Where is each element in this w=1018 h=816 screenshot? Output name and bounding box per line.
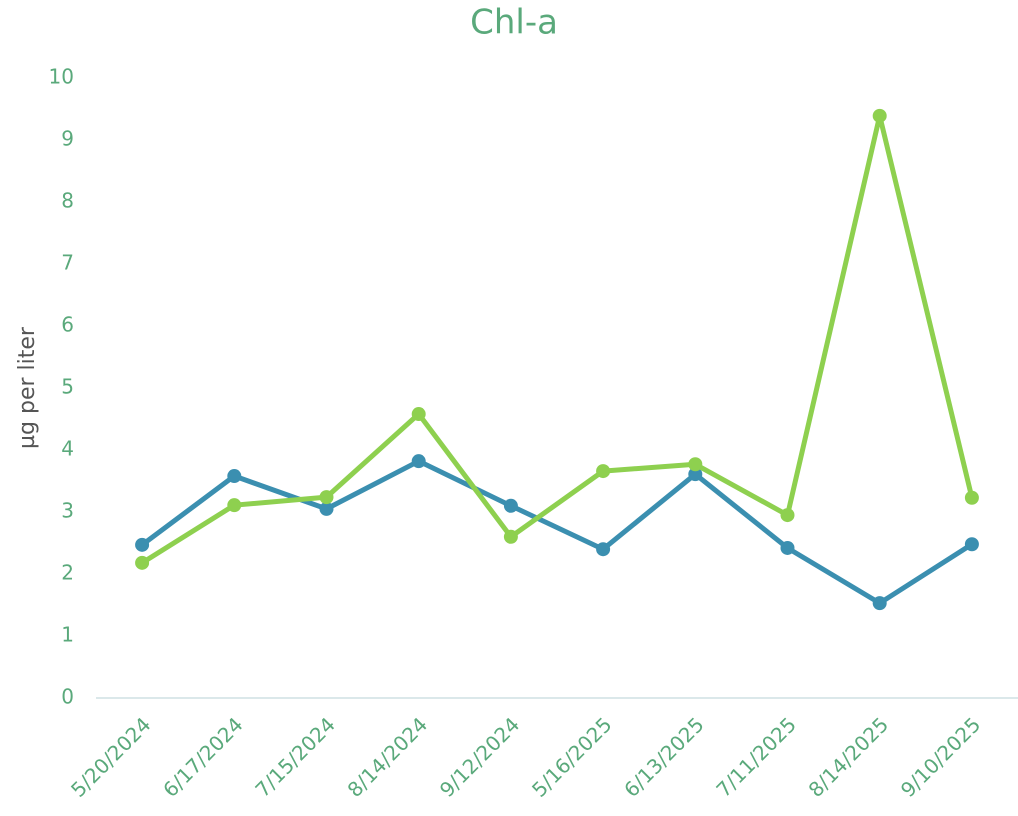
data-point xyxy=(964,537,979,552)
y-tick-label: 7 xyxy=(61,251,74,275)
y-tick-label: 1 xyxy=(61,623,74,647)
x-tick-label: 8/14/2025 xyxy=(804,712,893,801)
y-tick-label: 3 xyxy=(61,499,74,523)
data-point xyxy=(872,596,887,611)
x-tick-label: 9/10/2025 xyxy=(896,712,985,801)
x-tick-label: 6/17/2024 xyxy=(158,712,247,801)
data-point xyxy=(411,407,426,422)
x-tick-label: 9/12/2024 xyxy=(435,712,524,801)
x-tick-label: 7/15/2024 xyxy=(250,712,339,801)
chart-title: Chl-a xyxy=(470,3,558,43)
y-tick-label: 2 xyxy=(61,561,74,585)
data-point xyxy=(688,457,703,472)
y-tick-label: 8 xyxy=(61,189,74,213)
x-tick-label: 5/20/2024 xyxy=(66,712,155,801)
data-point xyxy=(872,108,887,123)
line-series xyxy=(140,113,975,565)
data-point xyxy=(780,540,795,555)
data-point xyxy=(135,537,150,552)
data-point xyxy=(503,529,518,544)
data-point xyxy=(135,555,150,570)
data-point xyxy=(227,469,242,484)
data-point xyxy=(319,501,334,516)
x-tick-label: 5/16/2025 xyxy=(527,712,616,801)
y-tick-label: 0 xyxy=(61,685,74,709)
x-tick-label: 8/14/2024 xyxy=(343,712,432,801)
y-tick-label: 5 xyxy=(61,375,74,399)
y-axis-label: µg per liter xyxy=(15,326,40,449)
data-point xyxy=(227,498,242,513)
data-point xyxy=(964,490,979,505)
line-series xyxy=(140,458,974,606)
y-tick-label: 9 xyxy=(61,127,74,151)
data-point xyxy=(319,490,334,505)
y-tick-label: 6 xyxy=(61,313,74,337)
x-tick-label: 6/13/2025 xyxy=(619,712,708,801)
data-point xyxy=(596,542,611,557)
data-point xyxy=(503,498,518,513)
data-point xyxy=(780,508,795,523)
y-tick-label: 4 xyxy=(61,437,74,461)
data-point xyxy=(596,464,611,479)
data-point xyxy=(688,467,703,482)
data-point xyxy=(411,454,426,469)
x-tick-label: 7/11/2025 xyxy=(711,712,800,801)
y-tick-label: 10 xyxy=(49,65,74,89)
